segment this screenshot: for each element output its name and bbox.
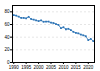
svg-text:2005: 2005 <box>46 65 57 70</box>
svg-text:0: 0 <box>7 59 10 65</box>
svg-text:60: 60 <box>4 22 10 27</box>
svg-text:20: 20 <box>4 47 10 52</box>
svg-text:2000: 2000 <box>34 65 45 70</box>
svg-text:2010: 2010 <box>58 65 69 70</box>
svg-text:2020: 2020 <box>83 65 94 70</box>
svg-text:40: 40 <box>4 35 10 40</box>
svg-text:2015: 2015 <box>71 65 82 70</box>
svg-text:1990: 1990 <box>9 65 20 70</box>
svg-text:80: 80 <box>4 9 10 14</box>
svg-text:1995: 1995 <box>21 65 32 70</box>
